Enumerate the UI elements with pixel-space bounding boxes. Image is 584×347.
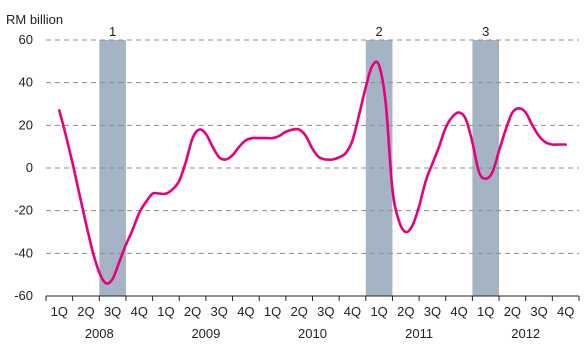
quarter-label: 1Q xyxy=(51,304,68,319)
quarter-label: 4Q xyxy=(344,304,361,319)
y-tick-label: 60 xyxy=(19,32,33,47)
quarter-label: 1Q xyxy=(264,304,281,319)
y-axis-ticks: 60 40 20 0 -20 -40 -60 xyxy=(14,32,33,303)
unit-label: RM billion xyxy=(6,12,63,27)
y-tick-label: 0 xyxy=(26,160,33,175)
quarter-label: 3Q xyxy=(104,304,121,319)
year-label: 2011 xyxy=(405,326,433,341)
year-label: 2010 xyxy=(298,326,327,341)
quarter-label: 3Q xyxy=(424,304,441,319)
year-label: 2009 xyxy=(191,326,220,341)
quarter-label: 1Q xyxy=(477,304,494,319)
shaded-period-label: 2 xyxy=(376,24,383,39)
shaded-period-label: 1 xyxy=(109,24,116,39)
x-axis: 1Q 2Q 3Q 4Q 1Q 2Q 3Q 4Q 1Q 2Q 3Q 4Q 1Q 2Q 3Q 4Q 1Q 2Q 3Q 4Q… xyxy=(46,296,579,341)
quarter-label: 4Q xyxy=(237,304,254,319)
y-tick-label: -40 xyxy=(14,245,33,260)
quarter-label: 4Q xyxy=(450,304,467,319)
quarter-label: 2Q xyxy=(184,304,201,319)
quarter-label: 2Q xyxy=(291,304,308,319)
y-tick-label: 40 xyxy=(19,75,33,90)
quarter-label: 1Q xyxy=(157,304,174,319)
quarter-label: 1Q xyxy=(370,304,387,319)
year-label: 2012 xyxy=(511,326,540,341)
quarter-label: 2Q xyxy=(397,304,414,319)
y-tick-label: -60 xyxy=(14,288,33,303)
quarter-label: 4Q xyxy=(557,304,574,319)
y-tick-label: -20 xyxy=(14,203,33,218)
quarter-label: 4Q xyxy=(131,304,148,319)
quarter-label: 2Q xyxy=(77,304,94,319)
shaded-periods: 1 2 3 xyxy=(99,24,499,296)
quarter-label: 3Q xyxy=(317,304,334,319)
quarter-label: 3Q xyxy=(211,304,228,319)
year-label: 2008 xyxy=(85,326,114,341)
quarter-label: 3Q xyxy=(530,304,547,319)
shaded-period-label: 3 xyxy=(482,24,489,39)
quarter-label: 2Q xyxy=(504,304,521,319)
y-tick-label: 20 xyxy=(19,117,33,132)
